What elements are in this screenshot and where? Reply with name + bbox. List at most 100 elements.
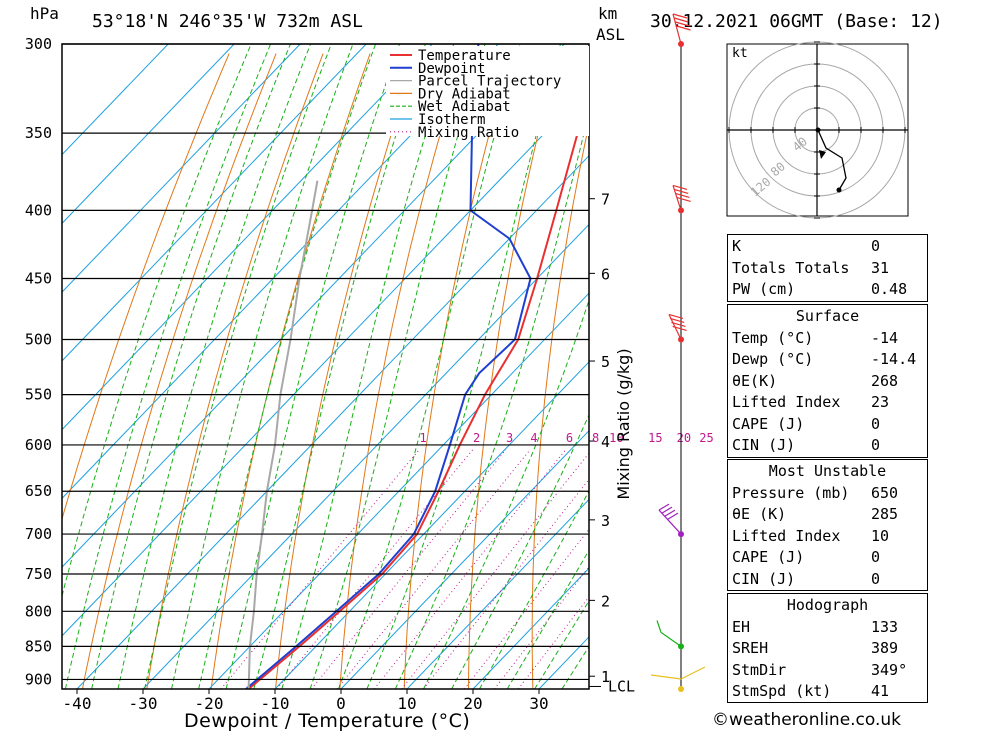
index-label: EH [732, 617, 751, 636]
index-label: Pressure (mb) [732, 483, 850, 502]
dry-adiabat-line [403, 53, 512, 689]
index-value: 389 [871, 639, 899, 657]
index-label: CIN (J) [732, 569, 796, 588]
isotherm-line [142, 223, 589, 689]
index-value: 133 [871, 617, 899, 636]
index-value: 268 [871, 371, 899, 390]
index-value: 0 [871, 548, 881, 566]
mixing-ratio-label: 20 [677, 431, 691, 445]
isotherm-line [62, 44, 169, 156]
pressure-tick-label: 800 [25, 602, 52, 620]
legend-label: Parcel Trajectory [418, 74, 561, 90]
legend-label: Isotherm [418, 112, 485, 128]
dry-adiabat-line [468, 53, 559, 689]
pressure-tick-label: 850 [25, 637, 52, 655]
isotherm-line [62, 44, 301, 293]
wind-barb-flag [668, 313, 684, 320]
km-tick-label: 3 [601, 512, 610, 530]
wind-barb [672, 13, 682, 45]
wet-adiabat-line [144, 44, 332, 689]
wet-adiabat-line [534, 599, 589, 689]
wind-barb-flag [674, 188, 689, 194]
wind-barb-flag [675, 21, 690, 27]
mixing-ratio-line [401, 452, 589, 689]
dry-adiabat-line [210, 53, 371, 689]
index-value: 31 [871, 258, 890, 277]
wind-barb-flag [680, 666, 706, 680]
wind-level-dot [678, 686, 684, 692]
pressure-tick-label: 450 [25, 270, 52, 288]
wind-barb [658, 509, 682, 535]
index-row: SREH 389 [728, 638, 927, 660]
x-tick-label: 0 [336, 694, 346, 713]
wet-adiabat-line [451, 413, 589, 689]
isotherm-line [62, 86, 589, 637]
isotherm-line [62, 44, 499, 500]
index-value: 0 [871, 237, 881, 255]
wind-barb-flag [672, 325, 687, 332]
parcel-trajectory-line [247, 180, 319, 689]
dry-adiabat-line [531, 121, 589, 689]
mixing-ratio-label: 10 [609, 431, 623, 445]
km-tick-label: 6 [601, 265, 610, 283]
index-label: Lifted Index [732, 526, 841, 545]
index-label: Dewp (°C) [732, 350, 814, 368]
km-tick-label: 5 [601, 353, 610, 371]
surface-title: Surface [795, 307, 860, 325]
index-row: Temp (°C) -14 [728, 328, 927, 350]
index-value: 650 [871, 483, 899, 502]
index-label: StmSpd (kt) [732, 682, 832, 700]
asl-label: ASL [596, 25, 625, 44]
wet-adiabat-line [394, 111, 589, 689]
index-value: 0 [871, 436, 881, 454]
mixing-ratio-line [311, 449, 507, 689]
wind-barb-flag [656, 620, 662, 633]
isotherm-line [208, 292, 589, 689]
wind-barb [660, 631, 682, 647]
wind-barb-flag [676, 196, 691, 202]
surface-box: Surface Temp (°C) -14 Dewp (°C) -14.4 θE(K… [727, 304, 928, 458]
wet-adiabat-line [117, 44, 312, 689]
pressure-tick-label: 350 [25, 124, 52, 142]
wind-barb-flag [658, 503, 670, 511]
dry-adiabat-line [339, 53, 465, 689]
index-value: -14 [871, 328, 899, 347]
pressure-tick-label: 750 [25, 565, 52, 583]
index-value: 41 [871, 682, 890, 700]
mixing-ratio-label: 25 [699, 431, 713, 445]
index-value: 0 [871, 569, 881, 588]
index-label: θE (K) [732, 505, 787, 523]
index-label: CAPE (J) [732, 548, 805, 566]
x-tick-label: -10 [261, 694, 290, 713]
mixing-ratio-line [336, 449, 531, 689]
copyright-link[interactable]: ©weatheronline.co.uk [712, 710, 902, 730]
dry-adiabat-line [654, 54, 700, 689]
x-tick-label: -20 [195, 694, 224, 713]
x-axis-label: Dewpoint / Temperature (°C) [184, 710, 471, 732]
pressure-tick-label: 700 [25, 525, 52, 543]
index-value: 0.48 [871, 280, 908, 298]
index-row: Dewp (°C) -14.4 [728, 349, 927, 371]
legend-label: Temperature [418, 48, 511, 64]
index-row: EH 133 [728, 617, 927, 639]
index-row: PW (cm) 0.48 [728, 279, 927, 301]
wet-adiabat-line [253, 44, 426, 689]
km-tick-label: 2 [601, 592, 610, 610]
wind-barb-flag [667, 512, 679, 520]
hodograph-indices-box: Hodograph EH 133 SREH 389 StmDir 349° StmSp… [727, 593, 928, 703]
wind-barb-flag [672, 184, 688, 190]
index-label: Temp (°C) [732, 328, 814, 347]
index-row: θE (K) 285 [728, 504, 927, 526]
pressure-tick-label: 500 [25, 330, 52, 348]
pressure-tick-label: 600 [25, 436, 52, 454]
mixing-ratio-label: 1 [420, 431, 427, 445]
lcl-label: LCL [608, 677, 635, 695]
wet-adiabat-line [62, 44, 252, 598]
mixing-ratio-label: 2 [473, 431, 480, 445]
hodograph-unit: kt [732, 46, 748, 61]
most-unstable-box: Most Unstable Pressure (mb) 650 θE (K) 285… [727, 459, 928, 591]
wet-adiabat-line [281, 44, 455, 689]
wind-barb-flag [671, 321, 686, 328]
